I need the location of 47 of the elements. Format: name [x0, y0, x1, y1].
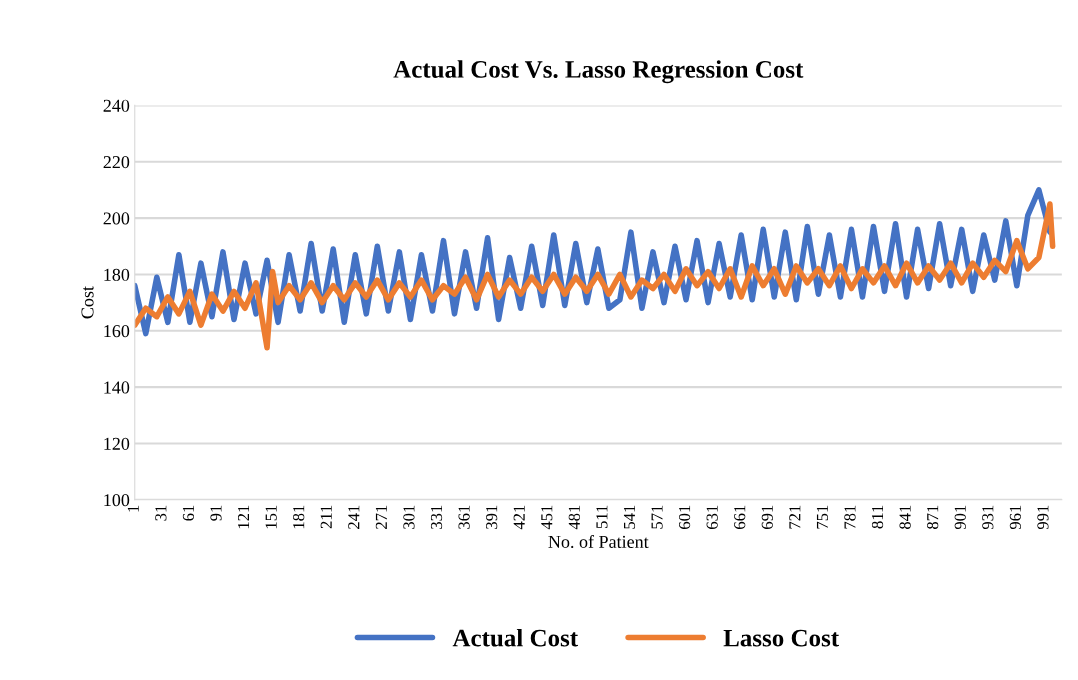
x-tick-label: 241: [348, 505, 360, 529]
x-tick-label: 121: [237, 505, 250, 529]
x-tick-label: 871: [927, 505, 939, 530]
y-tick-label: 140: [104, 381, 130, 394]
y-tick-label: 120: [104, 437, 130, 450]
x-tick-label: 931: [982, 505, 994, 530]
y-tick-label: 220: [103, 156, 130, 169]
x-axis-title: No. of Patient: [548, 535, 649, 548]
legend-label: Actual Cost: [452, 628, 579, 647]
x-tick-label: 391: [486, 505, 498, 529]
x-tick-label: 901: [954, 505, 966, 530]
x-tick-label: 31: [155, 505, 167, 521]
x-tick-label: 721: [789, 505, 801, 529]
x-tick-label: 661: [734, 505, 746, 529]
y-tick-label: 240: [103, 99, 130, 112]
x-tick-label: 961: [1009, 505, 1021, 530]
x-tick-label: 301: [403, 505, 415, 529]
x-tick-label: 691: [761, 505, 773, 529]
legend-label: Lasso Cost: [723, 629, 840, 647]
x-tick-label: 151: [265, 505, 277, 529]
y-tick-label: 100: [104, 494, 130, 507]
x-tick-label: 1: [127, 505, 139, 512]
x-tick-label: 781: [844, 505, 856, 529]
x-tick-label: 511: [596, 505, 608, 529]
y-tick-label: 200: [103, 212, 130, 225]
y-axis-title: Cost: [81, 286, 94, 319]
x-tick-label: 601: [678, 505, 691, 529]
x-tick-label: 361: [458, 505, 470, 529]
x-tick-label: 91: [210, 505, 222, 521]
y-tick-label: 160: [104, 325, 130, 338]
x-tick-label: 571: [651, 505, 663, 529]
chart-title: Actual Cost Vs. Lasso Regression Cost: [393, 60, 804, 84]
x-tick-label: 181: [293, 505, 305, 529]
x-tick-label: 61: [182, 505, 195, 521]
x-tick-label: 331: [430, 505, 443, 529]
y-tick-label: 180: [104, 268, 130, 281]
x-tick-label: 271: [375, 505, 387, 529]
x-tick-label: 481: [568, 505, 580, 530]
x-tick-label: 841: [899, 505, 911, 530]
x-tick-label: 541: [623, 505, 636, 529]
x-tick-label: 751: [816, 505, 829, 529]
x-tick-label: 451: [541, 505, 553, 530]
x-tick-label: 421: [513, 505, 525, 530]
x-tick-label: 631: [706, 505, 718, 529]
x-tick-label: 811: [871, 505, 884, 529]
x-tick-label: 991: [1037, 505, 1049, 530]
x-tick-label: 211: [320, 505, 332, 529]
